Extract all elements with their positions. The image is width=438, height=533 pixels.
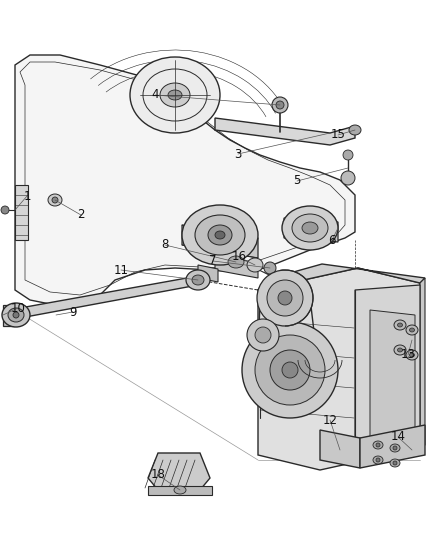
Ellipse shape xyxy=(349,125,361,135)
Ellipse shape xyxy=(373,456,383,464)
Ellipse shape xyxy=(373,441,383,449)
Polygon shape xyxy=(15,185,28,240)
Polygon shape xyxy=(198,265,218,282)
Ellipse shape xyxy=(376,443,380,447)
Ellipse shape xyxy=(257,270,313,326)
Polygon shape xyxy=(15,55,355,305)
Text: 9: 9 xyxy=(69,305,77,319)
Ellipse shape xyxy=(208,225,232,245)
Ellipse shape xyxy=(186,270,210,290)
Ellipse shape xyxy=(195,215,245,255)
Ellipse shape xyxy=(343,150,353,160)
Ellipse shape xyxy=(292,214,328,242)
Ellipse shape xyxy=(302,222,318,234)
Text: 15: 15 xyxy=(331,128,346,141)
Ellipse shape xyxy=(174,486,186,494)
Polygon shape xyxy=(420,278,425,448)
Ellipse shape xyxy=(182,205,258,265)
Ellipse shape xyxy=(376,458,380,462)
Ellipse shape xyxy=(13,312,19,318)
Text: 13: 13 xyxy=(401,349,415,361)
Ellipse shape xyxy=(192,275,204,285)
Polygon shape xyxy=(12,276,198,320)
Ellipse shape xyxy=(255,327,271,343)
Ellipse shape xyxy=(160,83,190,107)
Text: 11: 11 xyxy=(113,263,128,277)
Ellipse shape xyxy=(394,345,406,355)
Ellipse shape xyxy=(390,459,400,467)
Polygon shape xyxy=(370,310,415,445)
Polygon shape xyxy=(360,425,425,468)
Text: 18: 18 xyxy=(151,469,166,481)
Polygon shape xyxy=(258,264,425,290)
Ellipse shape xyxy=(341,171,355,185)
Ellipse shape xyxy=(242,322,338,418)
Ellipse shape xyxy=(8,308,24,322)
Ellipse shape xyxy=(247,258,263,272)
Ellipse shape xyxy=(2,303,30,327)
Polygon shape xyxy=(215,255,258,278)
Polygon shape xyxy=(355,285,420,455)
Ellipse shape xyxy=(272,97,288,113)
Ellipse shape xyxy=(393,446,397,450)
Text: 5: 5 xyxy=(293,174,301,188)
Text: 12: 12 xyxy=(322,414,338,426)
Ellipse shape xyxy=(48,194,62,206)
Ellipse shape xyxy=(278,291,292,305)
Ellipse shape xyxy=(228,256,244,268)
Ellipse shape xyxy=(52,197,58,203)
Ellipse shape xyxy=(410,328,414,332)
Polygon shape xyxy=(320,430,360,468)
Ellipse shape xyxy=(270,350,310,390)
Polygon shape xyxy=(182,225,258,258)
Ellipse shape xyxy=(393,461,397,465)
Ellipse shape xyxy=(168,90,182,100)
Ellipse shape xyxy=(398,348,403,352)
Ellipse shape xyxy=(264,262,276,274)
Polygon shape xyxy=(284,218,338,242)
Polygon shape xyxy=(258,268,420,470)
Text: 16: 16 xyxy=(232,251,247,263)
Text: 7: 7 xyxy=(209,254,217,268)
Text: 14: 14 xyxy=(391,431,406,443)
Ellipse shape xyxy=(215,231,225,239)
Polygon shape xyxy=(148,453,210,490)
Ellipse shape xyxy=(130,57,220,133)
Ellipse shape xyxy=(398,323,403,327)
Ellipse shape xyxy=(282,206,338,250)
Polygon shape xyxy=(3,305,14,326)
Ellipse shape xyxy=(394,320,406,330)
Ellipse shape xyxy=(410,353,414,357)
Ellipse shape xyxy=(276,101,284,109)
Ellipse shape xyxy=(282,362,298,378)
Polygon shape xyxy=(215,118,355,145)
Ellipse shape xyxy=(406,325,418,335)
Text: 6: 6 xyxy=(328,233,336,246)
Text: 4: 4 xyxy=(151,88,159,101)
Ellipse shape xyxy=(267,280,303,316)
Text: 2: 2 xyxy=(77,208,85,222)
Text: 8: 8 xyxy=(161,238,169,252)
Polygon shape xyxy=(148,486,212,495)
Text: 1: 1 xyxy=(23,190,31,203)
Text: 10: 10 xyxy=(11,302,25,314)
Ellipse shape xyxy=(1,206,9,214)
Ellipse shape xyxy=(390,444,400,452)
Ellipse shape xyxy=(406,350,418,360)
Ellipse shape xyxy=(247,319,279,351)
Ellipse shape xyxy=(255,335,325,405)
Text: 3: 3 xyxy=(234,148,242,160)
